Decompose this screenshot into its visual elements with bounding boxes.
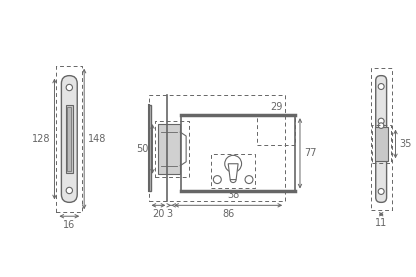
Circle shape (66, 84, 72, 91)
FancyBboxPatch shape (376, 76, 386, 202)
Text: 29: 29 (270, 102, 282, 112)
Text: 38: 38 (227, 191, 239, 201)
Bar (149, 105, 151, 191)
Circle shape (378, 188, 384, 194)
Bar (66, 105, 73, 173)
Text: 86: 86 (222, 209, 234, 219)
Text: 3: 3 (167, 209, 173, 219)
Text: 11: 11 (375, 218, 387, 228)
Circle shape (378, 84, 384, 89)
Circle shape (66, 187, 72, 194)
Text: 20: 20 (152, 209, 165, 219)
Text: 77: 77 (304, 148, 317, 158)
Bar (181, 115, 295, 191)
Polygon shape (228, 164, 238, 179)
Circle shape (378, 138, 384, 144)
Bar (375, 127, 388, 161)
Circle shape (379, 123, 384, 129)
Text: 16: 16 (63, 220, 75, 230)
Bar (67, 107, 71, 171)
Text: 148: 148 (88, 134, 106, 144)
Text: 35: 35 (399, 139, 412, 149)
FancyBboxPatch shape (62, 76, 77, 202)
Bar (158, 124, 180, 174)
Circle shape (378, 118, 384, 124)
Text: 128: 128 (32, 134, 50, 144)
Circle shape (213, 176, 221, 184)
Circle shape (225, 155, 242, 172)
Text: 50: 50 (136, 144, 149, 154)
Circle shape (245, 176, 253, 184)
